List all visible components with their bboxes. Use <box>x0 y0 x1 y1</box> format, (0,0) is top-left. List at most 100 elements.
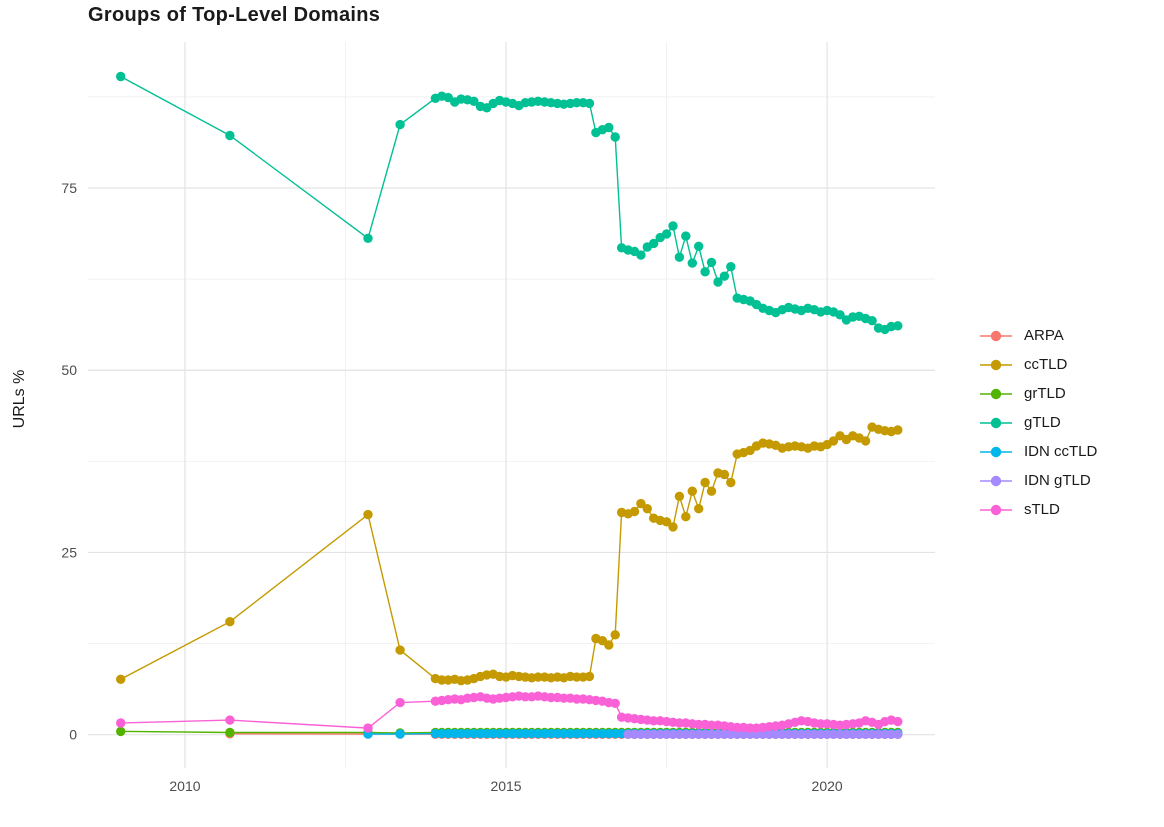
y-tick-label: 50 <box>61 362 77 378</box>
series-point-stld <box>116 718 126 728</box>
series-point-stld <box>893 716 903 727</box>
legend-key-dot <box>990 446 1002 457</box>
series-point-cctld <box>225 617 235 627</box>
series-point-idn-gtld <box>706 729 717 739</box>
legend-label: IDN gTLD <box>1024 472 1091 489</box>
series-point-gtld <box>719 271 730 281</box>
x-tick-label: 2015 <box>490 778 521 794</box>
chart-title: Groups of Top-Level Domains <box>88 4 381 26</box>
x-tick-label: 2020 <box>812 778 843 794</box>
legend-label: ccTLD <box>1024 356 1068 373</box>
series-point-idn-gtld <box>893 729 903 739</box>
series-point-cctld <box>642 504 652 514</box>
series-point-cctld <box>395 645 405 655</box>
legend-key-icon-idn-gtld <box>980 475 1012 486</box>
legend-key-dot <box>990 475 1002 486</box>
series-point-gtld <box>604 122 614 133</box>
series-point-gtld <box>674 252 685 262</box>
series-point-gtld <box>835 310 845 320</box>
series-point-gtld <box>713 277 723 287</box>
legend-key-dot <box>990 388 1002 399</box>
series-point-gtld <box>668 221 678 231</box>
series-point-gtld <box>706 257 717 268</box>
series-point-gtld <box>610 132 620 142</box>
series-point-idn-cctld <box>559 728 569 739</box>
series-point-cctld <box>687 486 697 496</box>
legend-key-dot <box>990 417 1002 428</box>
y-tick-label: 25 <box>61 544 77 560</box>
series-point-idn-cctld <box>395 729 405 739</box>
series-point-gtld <box>584 98 595 109</box>
legend-key-icon-cctld <box>980 359 1012 370</box>
series-point-gtld <box>687 258 697 268</box>
series-point-gtld <box>225 130 235 141</box>
series-point-cctld <box>533 672 543 682</box>
series-point-cctld <box>719 469 730 480</box>
series-point-gtld <box>636 250 646 260</box>
legend-key-icon-arpa <box>980 330 1012 341</box>
series-point-grtld <box>116 726 126 737</box>
legend-label: gTLD <box>1024 414 1061 431</box>
series-point-stld <box>225 715 235 725</box>
series-point-stld <box>363 723 373 733</box>
legend: ARPA ccTLD grTLD gTLD IDN ccTLD IDN gTLD sTLD <box>978 321 1097 524</box>
y-tick-label: 0 <box>69 727 77 743</box>
legend-item-arpa: ARPA <box>978 321 1097 350</box>
series-point-grtld <box>225 727 235 738</box>
series-point-gtld <box>867 316 877 326</box>
legend-key-icon-stld <box>980 504 1012 515</box>
series-point-cctld <box>116 674 126 684</box>
legend-key-dot <box>990 504 1002 515</box>
series-point-idn-gtld <box>738 729 749 739</box>
legend-key-icon-idn-cctld <box>980 446 1012 457</box>
legend-item-stld: sTLD <box>978 495 1097 524</box>
series-point-stld <box>559 693 569 703</box>
series-point-cctld <box>694 504 704 514</box>
series-point-gtld <box>395 119 405 130</box>
legend-label: ARPA <box>1024 327 1064 344</box>
x-tick-label: 2010 <box>169 778 200 794</box>
series-point-cctld <box>610 630 620 640</box>
legend-key-dot <box>990 330 1002 341</box>
y-tick-label: 75 <box>61 180 77 196</box>
series-point-idn-gtld <box>860 729 871 739</box>
series-point-idn-gtld <box>771 729 781 739</box>
legend-label: IDN ccTLD <box>1024 443 1098 460</box>
series-point-idn-cctld <box>501 728 511 739</box>
series-point-cctld <box>893 425 903 435</box>
series-point-cctld <box>828 436 839 446</box>
series-point-gtld <box>694 241 704 251</box>
legend-item-gtld: gTLD <box>978 408 1097 437</box>
legend-key-dot <box>990 359 1002 370</box>
series-point-stld <box>649 716 659 726</box>
series-point-stld <box>706 720 717 730</box>
series-point-gtld <box>363 233 373 243</box>
series-point-gtld <box>681 231 691 241</box>
series-point-idn-gtld <box>681 729 691 739</box>
series-point-gtld <box>649 238 659 249</box>
y-axis-title: URLs % <box>11 369 28 429</box>
series-point-stld <box>395 697 405 708</box>
series-line-cctld <box>120 426 898 682</box>
legend-item-idn-cctld: IDN ccTLD <box>978 437 1097 466</box>
series-point-cctld <box>661 517 672 527</box>
series-point-idn-cctld <box>443 728 453 739</box>
series-point-gtld <box>726 262 736 272</box>
series-point-stld <box>610 698 620 708</box>
series-line-gtld <box>120 75 898 331</box>
legend-key-icon-gtld <box>980 417 1012 428</box>
series-point-cctld <box>706 486 717 496</box>
legend-item-cctld: ccTLD <box>978 350 1097 379</box>
series-point-cctld <box>668 522 678 532</box>
series-point-cctld <box>726 477 736 488</box>
series-point-gtld <box>700 267 710 277</box>
series-point-cctld <box>636 498 646 509</box>
legend-item-grtld: grTLD <box>978 379 1097 408</box>
series-point-gtld <box>469 96 479 107</box>
series-point-gtld <box>116 71 126 82</box>
series-point-idn-gtld <box>796 729 807 739</box>
series-point-idn-gtld <box>886 729 896 739</box>
legend-item-idn-gtld: IDN gTLD <box>978 466 1097 495</box>
